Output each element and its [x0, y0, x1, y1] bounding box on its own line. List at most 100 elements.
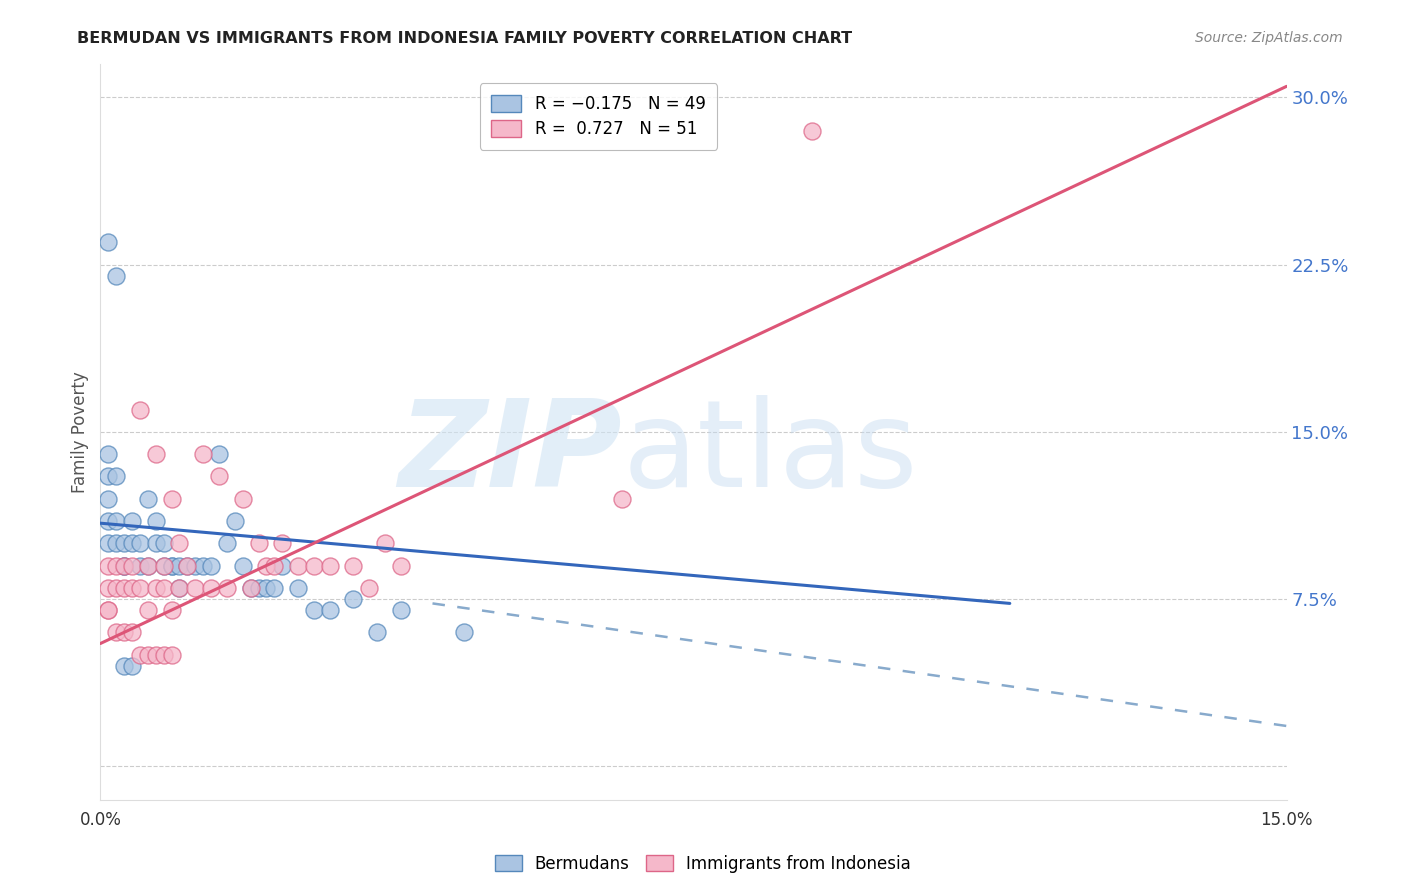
Point: [239, 581, 262, 595]
Point: [239, 581, 262, 595]
Point: [105, 558, 128, 573]
Point: [112, 558, 135, 573]
Point: [97, 558, 120, 573]
Text: 15.0%: 15.0%: [1260, 811, 1313, 829]
Point: [263, 581, 285, 595]
Point: [247, 536, 270, 550]
Point: [176, 558, 198, 573]
Point: [145, 648, 167, 662]
Point: [121, 536, 143, 550]
Point: [145, 581, 167, 595]
Text: 0.0%: 0.0%: [79, 811, 121, 829]
Point: [145, 536, 167, 550]
Point: [152, 558, 174, 573]
Point: [136, 558, 159, 573]
Point: [145, 447, 167, 461]
Point: [152, 536, 174, 550]
Point: [271, 558, 294, 573]
Text: atlas: atlas: [623, 395, 918, 512]
Point: [342, 591, 364, 606]
Point: [287, 581, 309, 595]
Point: [105, 514, 128, 528]
Point: [208, 447, 231, 461]
Point: [453, 625, 475, 640]
Point: [97, 469, 120, 483]
Point: [160, 603, 183, 617]
Point: [215, 581, 238, 595]
Legend: Bermudans, Immigrants from Indonesia: Bermudans, Immigrants from Indonesia: [488, 848, 918, 880]
Point: [389, 558, 412, 573]
Point: [215, 536, 238, 550]
Point: [136, 558, 159, 573]
Point: [128, 581, 150, 595]
Point: [200, 581, 222, 595]
Point: [97, 603, 120, 617]
Point: [359, 581, 381, 595]
Point: [128, 558, 150, 573]
Point: [128, 648, 150, 662]
Point: [97, 581, 120, 595]
Point: [121, 658, 143, 673]
Point: [366, 625, 388, 640]
Point: [254, 558, 277, 573]
Point: [612, 491, 634, 506]
Text: BERMUDAN VS IMMIGRANTS FROM INDONESIA FAMILY POVERTY CORRELATION CHART: BERMUDAN VS IMMIGRANTS FROM INDONESIA FA…: [77, 31, 852, 46]
Point: [160, 558, 183, 573]
Point: [318, 558, 340, 573]
Point: [176, 558, 198, 573]
Point: [169, 536, 191, 550]
Point: [169, 581, 191, 595]
Text: Source: ZipAtlas.com: Source: ZipAtlas.com: [1195, 31, 1343, 45]
Point: [128, 536, 150, 550]
Point: [271, 536, 294, 550]
Point: [160, 558, 183, 573]
Point: [232, 491, 254, 506]
Point: [112, 536, 135, 550]
Point: [287, 558, 309, 573]
Point: [145, 514, 167, 528]
Point: [191, 447, 214, 461]
Point: [121, 558, 143, 573]
Point: [136, 603, 159, 617]
Point: [112, 658, 135, 673]
Point: [121, 581, 143, 595]
Point: [97, 491, 120, 506]
Point: [169, 558, 191, 573]
Point: [169, 581, 191, 595]
Text: ZIP: ZIP: [398, 395, 623, 512]
Point: [318, 603, 340, 617]
Point: [128, 402, 150, 417]
Point: [97, 603, 120, 617]
Point: [136, 648, 159, 662]
Y-axis label: Family Poverty: Family Poverty: [72, 371, 89, 492]
Point: [105, 469, 128, 483]
Point: [302, 558, 325, 573]
Point: [152, 558, 174, 573]
Point: [184, 581, 207, 595]
Point: [97, 235, 120, 250]
Point: [374, 536, 396, 550]
Point: [160, 648, 183, 662]
Point: [97, 514, 120, 528]
Point: [105, 581, 128, 595]
Point: [208, 469, 231, 483]
Point: [247, 581, 270, 595]
Point: [342, 558, 364, 573]
Point: [191, 558, 214, 573]
Point: [97, 447, 120, 461]
Point: [801, 124, 824, 138]
Point: [389, 603, 412, 617]
Point: [112, 558, 135, 573]
Point: [200, 558, 222, 573]
Point: [121, 625, 143, 640]
Point: [224, 514, 246, 528]
Point: [152, 648, 174, 662]
Point: [184, 558, 207, 573]
Point: [302, 603, 325, 617]
Point: [112, 558, 135, 573]
Point: [160, 491, 183, 506]
Legend: R = −0.175   N = 49, R =  0.727   N = 51: R = −0.175 N = 49, R = 0.727 N = 51: [479, 84, 717, 150]
Point: [263, 558, 285, 573]
Point: [112, 581, 135, 595]
Point: [105, 536, 128, 550]
